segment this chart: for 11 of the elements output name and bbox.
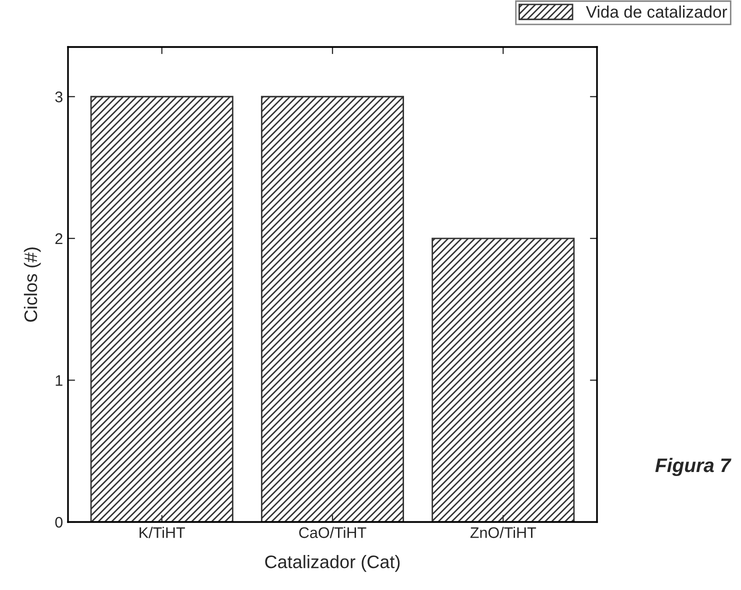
text: Figura 7 <box>655 458 732 476</box>
y-tick-label: 3 <box>55 91 62 102</box>
y-tick-label: 0 <box>55 516 63 528</box>
x-tick-label: CaO/TiHT <box>299 526 366 538</box>
x-axis-title: Catalizador (Cat) <box>265 554 400 572</box>
legend-label: Vida de catalizador <box>586 6 728 18</box>
x-tick-label: ZnO/TiHT <box>470 526 536 538</box>
y-tick-label: 2 <box>55 233 62 244</box>
x-tick-label: K/TiHT <box>140 526 185 538</box>
y-tick-label: 1 <box>56 375 62 386</box>
y-axis-title: Ciclos (#) <box>24 248 41 322</box>
